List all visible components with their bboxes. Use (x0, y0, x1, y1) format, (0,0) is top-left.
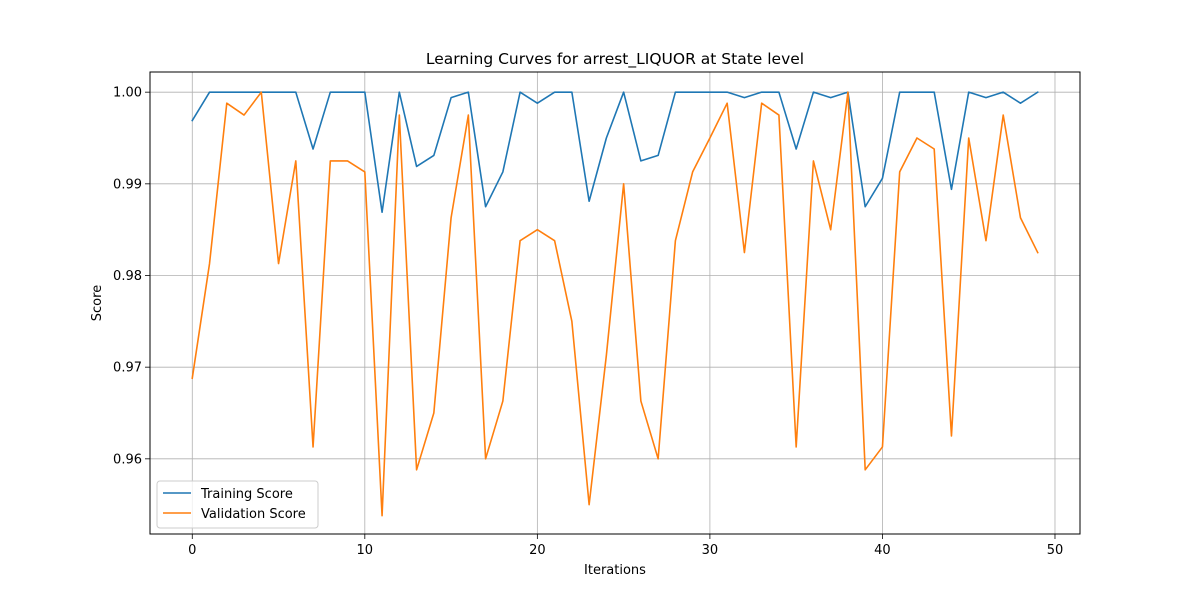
y-tick-label: 0.96 (113, 452, 142, 467)
legend-label-validation: Validation Score (201, 507, 306, 522)
series-line-training (191, 91, 1039, 214)
x-axis-label: Iterations (584, 563, 646, 578)
legend-label-training: Training Score (200, 487, 293, 502)
chart-title: Learning Curves for arrest_LIQUOR at Sta… (426, 50, 804, 69)
plot-frame (149, 71, 1081, 535)
y-axis-label: Score (90, 285, 105, 321)
series-lines (191, 91, 1039, 517)
series-line-validation (191, 91, 1039, 517)
y-tick-label: 0.99 (113, 177, 142, 192)
x-tick-label: 40 (874, 543, 891, 558)
x-tick-label: 10 (357, 543, 374, 558)
axis-ticks: 0 10 20 30 40 50 0.96 0.97 0.98 0.99 1.00 (113, 86, 1063, 558)
x-tick-label: 30 (702, 543, 719, 558)
y-tick-label: 1.00 (113, 86, 142, 101)
x-tick-label: 50 (1047, 543, 1064, 558)
y-tick-label: 0.97 (113, 361, 142, 376)
x-tick-label: 20 (529, 543, 546, 558)
y-tick-label: 0.98 (113, 269, 142, 284)
x-tick-label: 0 (188, 543, 196, 558)
legend: Training Score Validation Score (156, 480, 319, 529)
legend-box (156, 480, 319, 529)
